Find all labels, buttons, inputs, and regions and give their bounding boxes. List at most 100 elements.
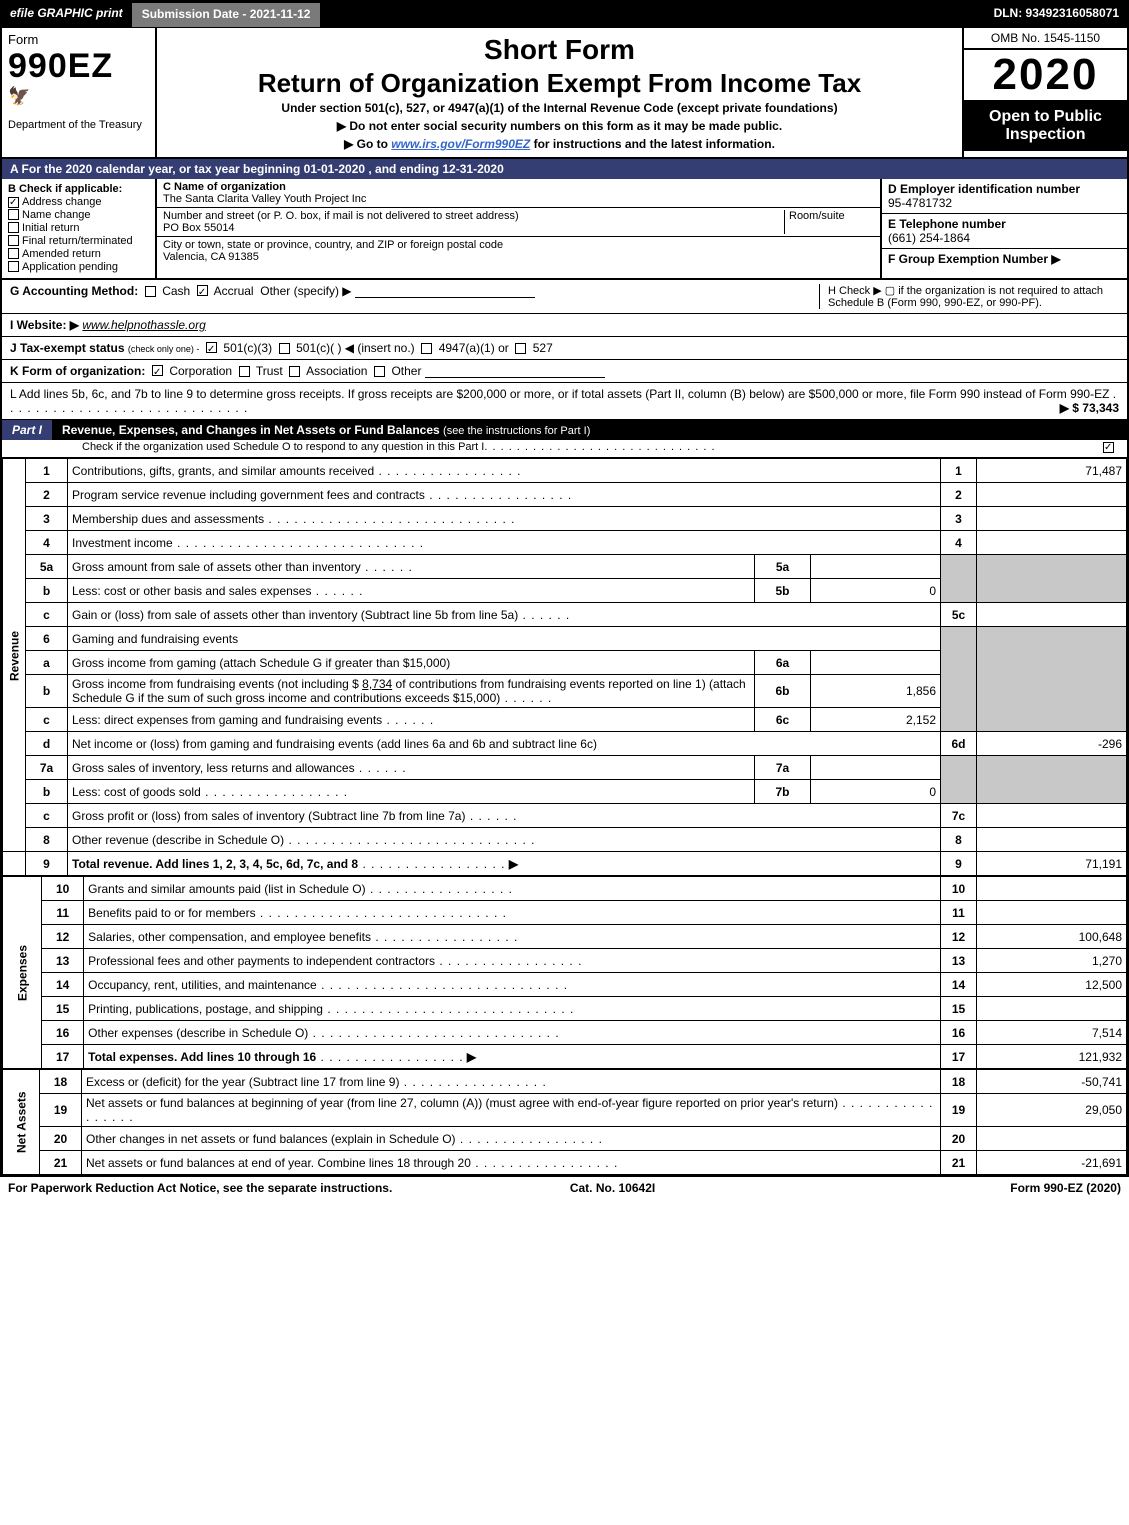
- website-link[interactable]: www.helpnothassle.org: [82, 318, 205, 332]
- dln: DLN: 93492316058071: [986, 2, 1127, 28]
- val-7b: 0: [811, 780, 941, 804]
- chk-other-org[interactable]: [374, 366, 385, 377]
- val-2: [977, 483, 1127, 507]
- other-method-line[interactable]: [355, 286, 535, 298]
- goto-line: ▶ Go to www.irs.gov/Form990EZ for instru…: [167, 137, 952, 151]
- fundraising-not-incl: 8,734: [362, 677, 392, 691]
- val-1: 71,487: [977, 459, 1127, 483]
- val-10: [977, 877, 1127, 901]
- footer-left: For Paperwork Reduction Act Notice, see …: [8, 1181, 392, 1195]
- val-13: 1,270: [977, 949, 1127, 973]
- b-checkboxes: B Check if applicable: Address change Na…: [2, 179, 157, 278]
- chk-initial-return[interactable]: [8, 222, 19, 233]
- form-container: efile GRAPHIC print Submission Date - 20…: [0, 0, 1129, 1177]
- short-form-title: Short Form: [167, 34, 952, 66]
- val-6c: 2,152: [811, 708, 941, 732]
- irs-link[interactable]: www.irs.gov/Form990EZ: [391, 137, 530, 151]
- footer-cat: Cat. No. 10642I: [570, 1181, 655, 1195]
- val-16: 7,514: [977, 1021, 1127, 1045]
- row-i: I Website: ▶ www.helpnothassle.org: [2, 314, 1127, 337]
- revenue-side-label: Revenue: [3, 459, 26, 852]
- part-i-label: Part I: [2, 420, 52, 440]
- other-org-line[interactable]: [425, 366, 605, 378]
- expenses-side-label: Expenses: [3, 877, 42, 1069]
- val-4: [977, 531, 1127, 555]
- val-19: 29,050: [977, 1094, 1127, 1127]
- org-city: Valencia, CA 91385: [163, 251, 259, 263]
- c-addr-label: Number and street (or P. O. box, if mail…: [163, 210, 519, 222]
- open-public-inspection: Open to Public Inspection: [964, 102, 1127, 151]
- chk-schedule-o[interactable]: [1103, 442, 1114, 453]
- no-ssn-warning: ▶ Do not enter social security numbers o…: [167, 119, 952, 133]
- part-i-header: Part I Revenue, Expenses, and Changes in…: [2, 420, 1127, 458]
- chk-final-return[interactable]: [8, 235, 19, 246]
- org-address: PO Box 55014: [163, 222, 235, 234]
- chk-corporation[interactable]: [152, 365, 163, 376]
- page-footer: For Paperwork Reduction Act Notice, see …: [0, 1177, 1129, 1199]
- g-label: G Accounting Method:: [10, 284, 138, 298]
- val-8: [977, 828, 1127, 852]
- org-name: The Santa Clarita Valley Youth Project I…: [163, 193, 366, 205]
- efile-label: efile GRAPHIC print: [2, 2, 131, 28]
- footer-right: Form 990-EZ (2020): [1010, 1181, 1121, 1195]
- val-7c: [977, 804, 1127, 828]
- chk-amended-return[interactable]: [8, 248, 19, 259]
- val-11: [977, 901, 1127, 925]
- d-e-f-info: D Employer identification number 95-4781…: [882, 179, 1127, 278]
- tax-year: 2020: [964, 50, 1127, 102]
- chk-accrual[interactable]: [197, 285, 208, 296]
- c-org-info: C Name of organization The Santa Clarita…: [157, 179, 882, 278]
- dept-treasury: Department of the Treasury: [8, 119, 149, 131]
- row-g-h: G Accounting Method: Cash Accrual Other …: [2, 280, 1127, 314]
- val-9: 71,191: [977, 852, 1127, 876]
- ein: 95-4781732: [888, 196, 952, 210]
- val-3: [977, 507, 1127, 531]
- return-title: Return of Organization Exempt From Incom…: [167, 68, 952, 99]
- val-6b: 1,856: [811, 675, 941, 708]
- under-section: Under section 501(c), 527, or 4947(a)(1)…: [167, 101, 952, 115]
- row-k: K Form of organization: Corporation Trus…: [2, 360, 1127, 383]
- telephone: (661) 254-1864: [888, 231, 970, 245]
- c-name-label: C Name of organization: [163, 181, 286, 193]
- chk-name-change[interactable]: [8, 209, 19, 220]
- val-5c: [977, 603, 1127, 627]
- bcd-block: B Check if applicable: Address change Na…: [2, 179, 1127, 280]
- chk-501c[interactable]: [279, 343, 290, 354]
- chk-application-pending[interactable]: [8, 261, 19, 272]
- chk-association[interactable]: [289, 366, 300, 377]
- chk-address-change[interactable]: [8, 197, 19, 208]
- row-j: J Tax-exempt status (check only one) - 5…: [2, 337, 1127, 360]
- val-5b: 0: [811, 579, 941, 603]
- l-amount: ▶ $ 73,343: [1060, 401, 1119, 415]
- expenses-table: Expenses 10 Grants and similar amounts p…: [2, 876, 1127, 1069]
- eagle-icon: 🦅: [8, 86, 149, 107]
- val-12: 100,648: [977, 925, 1127, 949]
- omb-number: OMB No. 1545-1150: [964, 28, 1127, 50]
- form-header: Form 990EZ 🦅 Department of the Treasury …: [2, 28, 1127, 159]
- topbar: efile GRAPHIC print Submission Date - 20…: [2, 2, 1127, 28]
- f-group-label: F Group Exemption Number ▶: [888, 252, 1061, 266]
- val-5a: [811, 555, 941, 579]
- val-20: [977, 1127, 1127, 1151]
- form-code: 990EZ: [8, 47, 149, 86]
- room-suite-label: Room/suite: [784, 210, 874, 234]
- chk-cash[interactable]: [145, 286, 156, 297]
- chk-4947[interactable]: [421, 343, 432, 354]
- net-assets-side-label: Net Assets: [3, 1070, 40, 1175]
- form-word: Form: [8, 32, 149, 47]
- val-14: 12,500: [977, 973, 1127, 997]
- revenue-table: Revenue 1 Contributions, gifts, grants, …: [2, 458, 1127, 876]
- chk-trust[interactable]: [239, 366, 250, 377]
- h-schedule-b: H Check ▶ ▢ if the organization is not r…: [819, 284, 1119, 309]
- chk-501c3[interactable]: [206, 342, 217, 353]
- calendar-year-row: A For the 2020 calendar year, or tax yea…: [2, 159, 1127, 179]
- val-21: -21,691: [977, 1151, 1127, 1175]
- val-18: -50,741: [977, 1070, 1127, 1094]
- net-assets-table: Net Assets 18 Excess or (deficit) for th…: [2, 1069, 1127, 1175]
- val-17: 121,932: [977, 1045, 1127, 1069]
- val-7a: [811, 756, 941, 780]
- c-city-label: City or town, state or province, country…: [163, 239, 503, 251]
- val-6a: [811, 651, 941, 675]
- d-ein-label: D Employer identification number: [888, 182, 1080, 196]
- chk-527[interactable]: [515, 343, 526, 354]
